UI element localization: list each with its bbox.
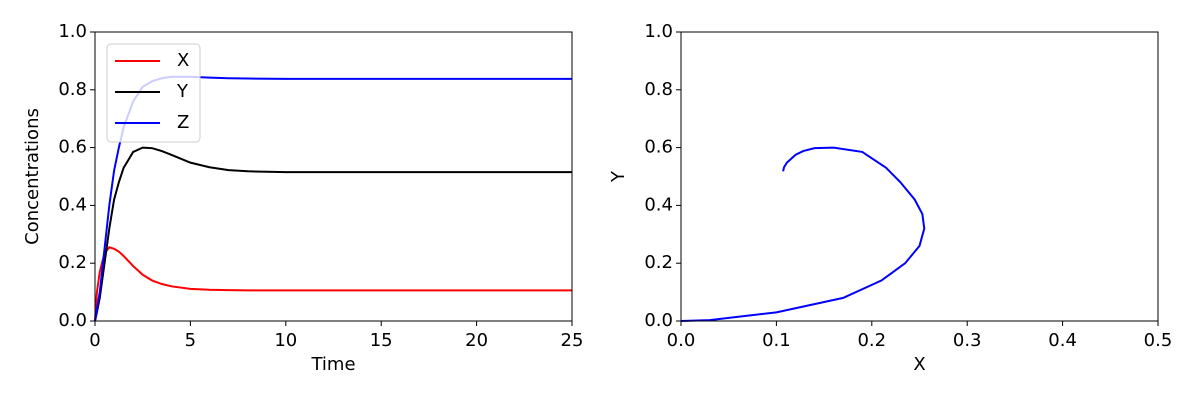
y-tick-label: 0.6 [58,137,87,158]
x-tick-label: 0.4 [1048,330,1077,351]
plot-frame [94,31,573,322]
y-tick-label: 0.2 [644,252,673,273]
legend-label: Y [176,81,189,102]
x-tick-label: 0.2 [857,330,886,351]
y-tick-label: 0.0 [644,310,673,331]
data-line [680,146,926,322]
y-tick-label: 0.2 [58,252,87,273]
y-tick-label: 1.0 [644,21,673,42]
y-tick-label: 0.8 [58,79,87,100]
x-tick-label: 25 [561,330,584,351]
x-tick-label: 0.3 [953,330,982,351]
y-tick-label: 0.4 [644,194,673,215]
y-tick-label: 0.0 [58,310,87,331]
data-line [94,146,572,322]
y-tick-label: 0.8 [644,79,673,100]
x-tick-label: 5 [185,330,196,351]
y-tick-label: 0.6 [644,137,673,158]
y-tick-label: 1.0 [58,21,87,42]
y-tick-label: 0.4 [58,194,87,215]
legend-label: Z [177,112,189,133]
x-tick-label: 0.0 [667,330,696,351]
y-axis-label: Y [608,170,629,183]
plot-frame [680,31,1159,322]
data-line [94,246,572,322]
x-tick-label: 0.5 [1144,330,1173,351]
x-tick-label: 15 [370,330,393,351]
x-axis-label: Time [310,354,355,375]
y-axis-label: Concentrations [22,108,43,245]
x-tick-label: 20 [465,330,488,351]
x-tick-label: 10 [274,330,297,351]
legend-label: X [177,50,189,71]
x-axis-label: X [913,354,925,375]
x-tick-label: 0.1 [762,330,791,351]
x-tick-label: 0 [89,330,100,351]
